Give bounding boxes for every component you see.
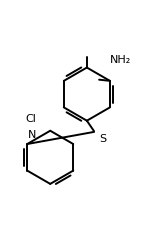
Text: N: N [28,130,36,140]
Text: NH₂: NH₂ [110,55,131,65]
Text: S: S [99,134,106,144]
Text: Cl: Cl [25,114,36,124]
